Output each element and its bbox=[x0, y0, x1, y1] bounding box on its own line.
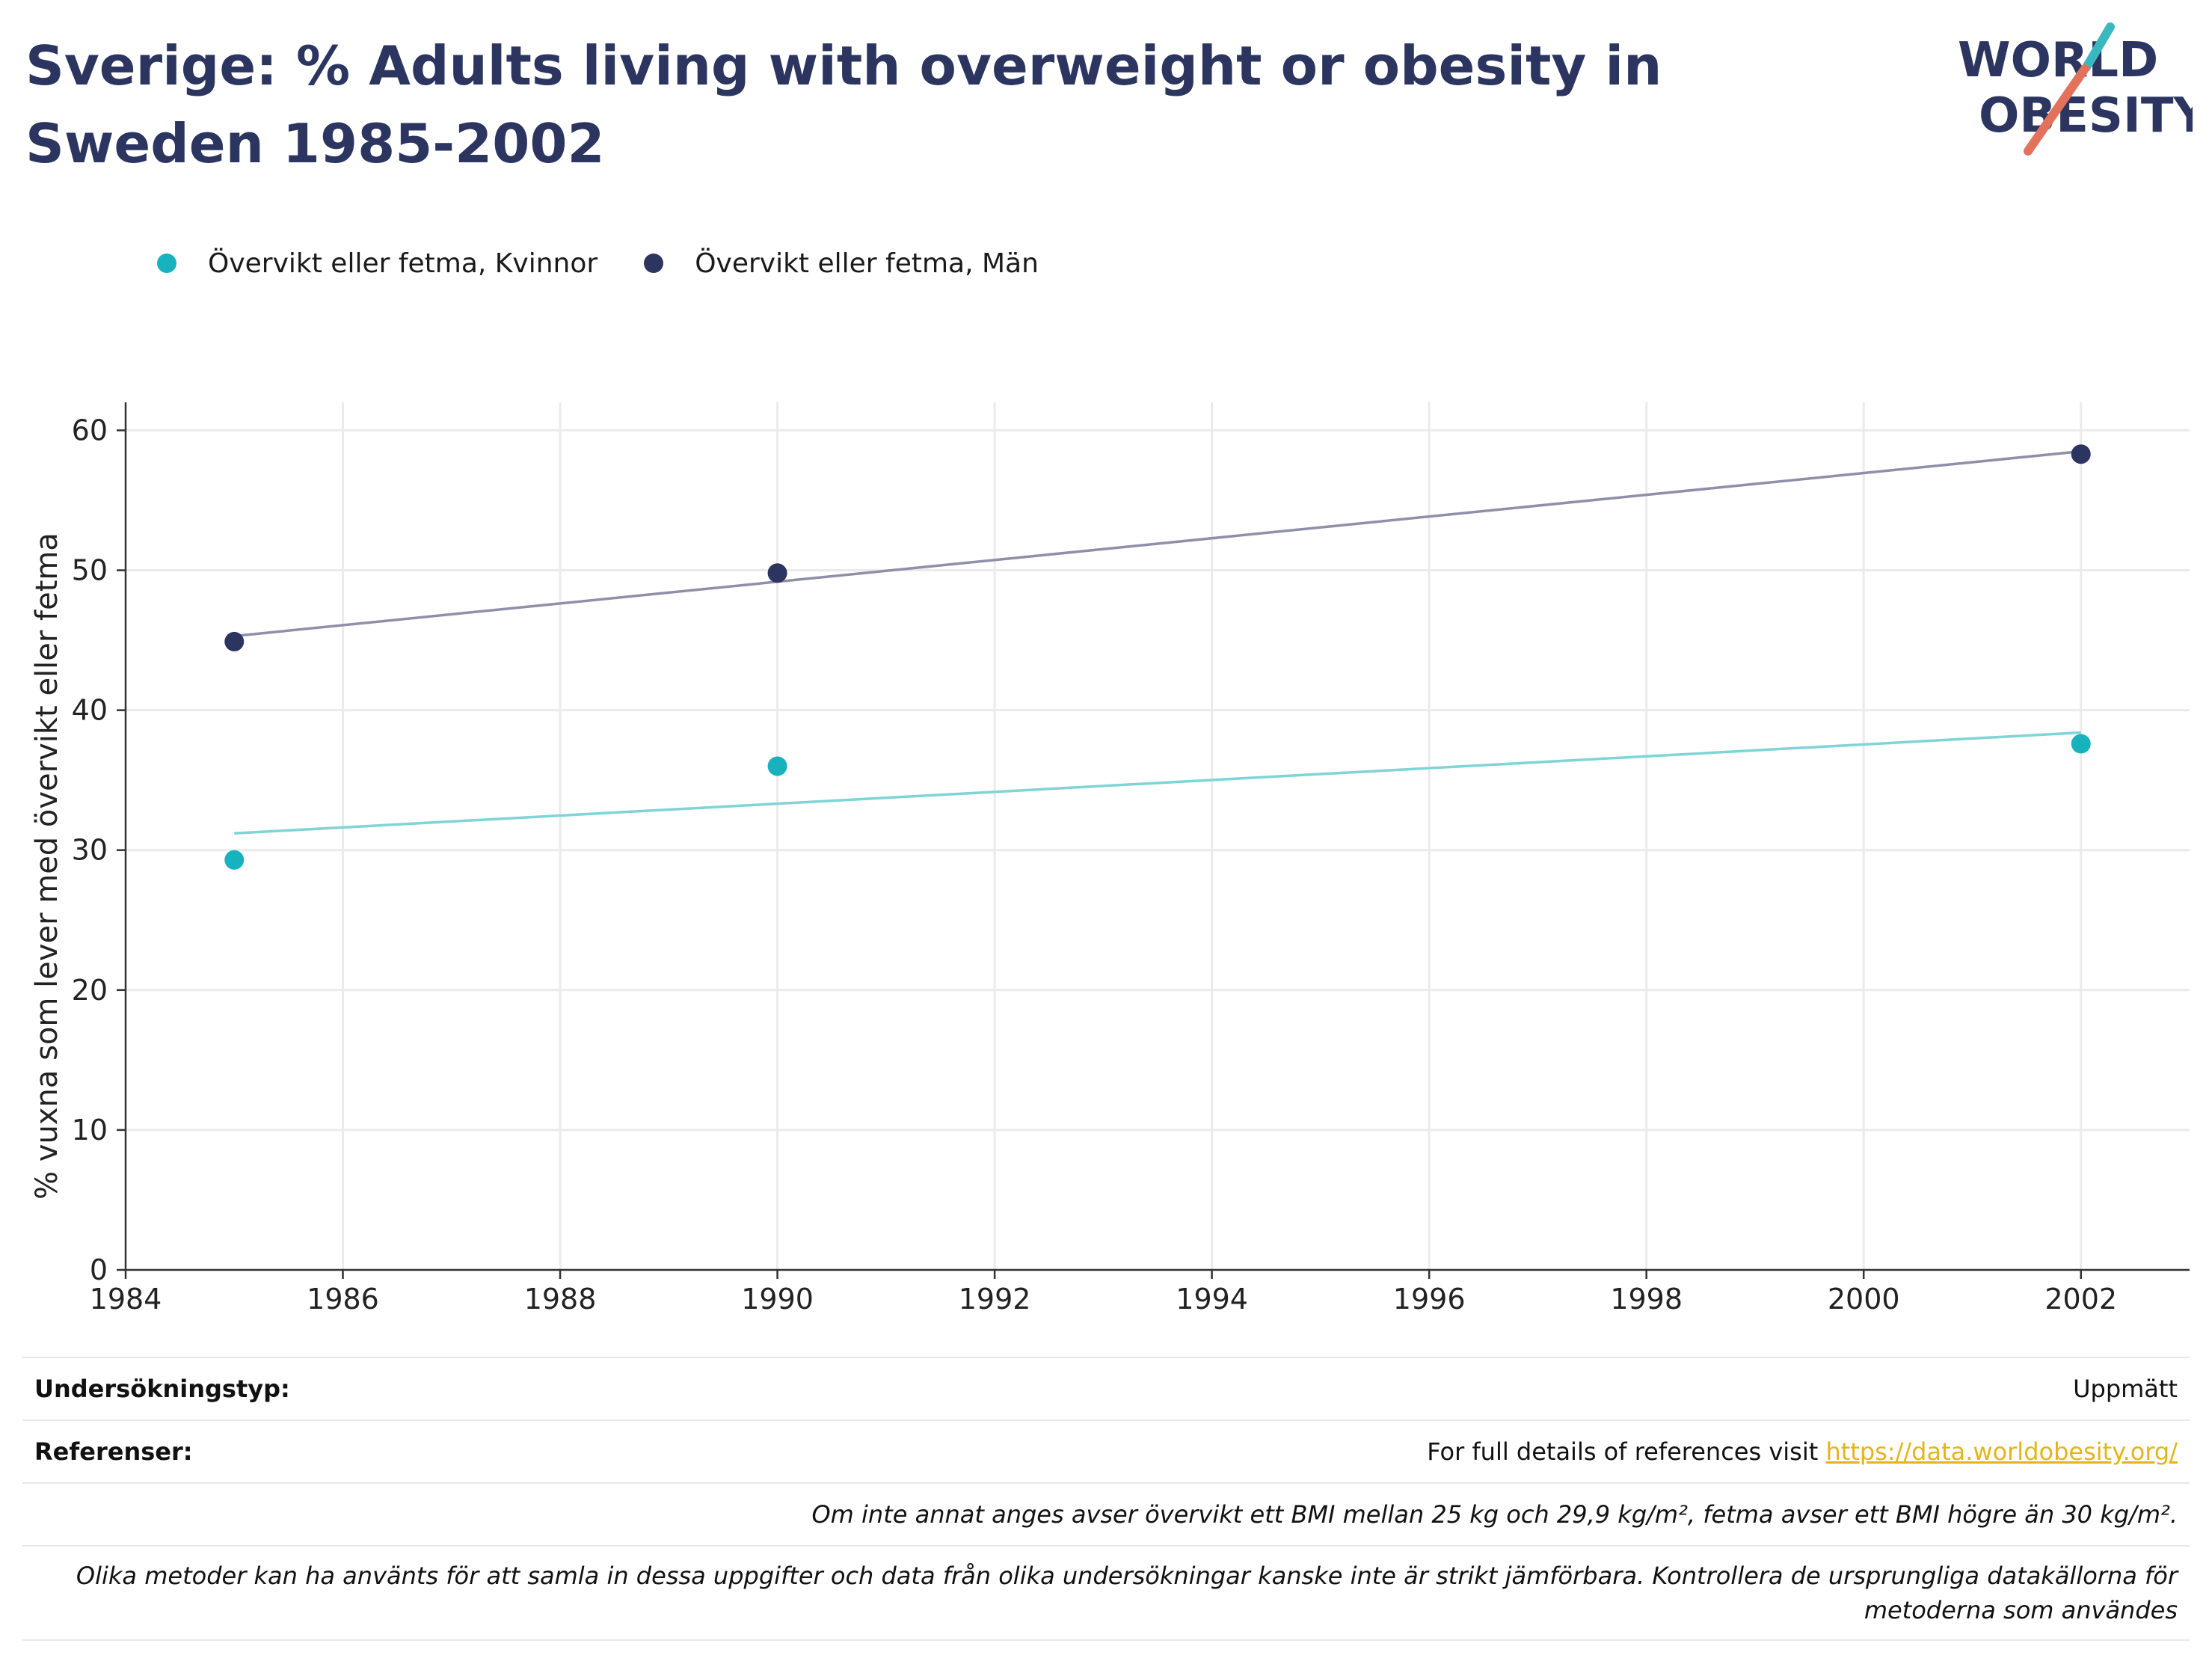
y-tick-label-40: 40 bbox=[72, 694, 108, 727]
y-tick-label-60: 60 bbox=[72, 414, 108, 446]
legend-item-men[interactable]: Övervikt eller fetma, Män bbox=[644, 248, 1039, 279]
references-label: Referenser: bbox=[34, 1437, 193, 1466]
x-tick-label-1992: 1992 bbox=[959, 1283, 1031, 1316]
survey-type-label: Undersökningstyp: bbox=[34, 1375, 290, 1403]
y-tick-label-10: 10 bbox=[72, 1114, 108, 1147]
x-tick-label-2000: 2000 bbox=[1828, 1283, 1900, 1316]
x-tick-label-1986: 1986 bbox=[307, 1283, 379, 1316]
logo-text-obesity: OBESITY bbox=[1979, 88, 2193, 144]
data-point-women-1985 bbox=[224, 850, 245, 870]
data-point-men-1985 bbox=[224, 631, 245, 651]
references-link[interactable]: https://data.worldobesity.org/ bbox=[1825, 1437, 2178, 1466]
x-tick-label-1990: 1990 bbox=[741, 1283, 814, 1316]
data-point-women-1990 bbox=[767, 756, 787, 776]
references-value: For full details of references visit htt… bbox=[1427, 1437, 2178, 1466]
footer-row-bmi-note: Om inte annat anges avser övervikt ett B… bbox=[22, 1482, 2190, 1545]
x-tick-label-1996: 1996 bbox=[1393, 1283, 1466, 1316]
survey-type-value: Uppmätt bbox=[2073, 1375, 2178, 1403]
chart-title: Sverige: % Adults living with overweight… bbox=[25, 34, 1662, 175]
footer-row-methods-note: Olika metoder kan ha använts för att sam… bbox=[22, 1545, 2190, 1641]
data-point-women-2002 bbox=[2071, 734, 2091, 754]
trend-line-women bbox=[234, 731, 2081, 835]
bmi-definition-note: Om inte annat anges avser övervikt ett B… bbox=[811, 1500, 2178, 1529]
y-tick-label-20: 20 bbox=[72, 974, 108, 1007]
legend-item-women[interactable]: Övervikt eller fetma, Kvinnor bbox=[157, 248, 597, 279]
trend-line-men bbox=[234, 449, 2081, 638]
x-tick-label-1998: 1998 bbox=[1610, 1283, 1683, 1316]
world-obesity-logo: WORLD OBESITY bbox=[1958, 22, 2193, 156]
footer-row-references: Referenser: For full details of referenc… bbox=[22, 1419, 2190, 1482]
x-tick-label-2002: 2002 bbox=[2044, 1283, 2117, 1316]
x-tick-label-1994: 1994 bbox=[1176, 1283, 1248, 1316]
logo-slash-teal bbox=[2082, 22, 2115, 72]
x-tick-label-1988: 1988 bbox=[524, 1283, 597, 1316]
logo-text-world: WORLD bbox=[1958, 33, 2158, 88]
legend-marker-men bbox=[644, 254, 664, 273]
legend-label-women: Övervikt eller fetma, Kvinnor bbox=[208, 248, 598, 279]
y-axis-title: % vuxna som lever med övervikt eller fet… bbox=[30, 532, 64, 1200]
references-text: For full details of references visit bbox=[1427, 1437, 1826, 1466]
data-point-men-1990 bbox=[767, 563, 787, 583]
x-tick-label-1984: 1984 bbox=[90, 1283, 162, 1316]
legend-label-men: Övervikt eller fetma, Män bbox=[695, 248, 1039, 279]
logo-slash-coral bbox=[2024, 64, 2089, 156]
legend-marker-women bbox=[157, 254, 176, 273]
data-point-men-2002 bbox=[2071, 444, 2091, 464]
y-tick-label-0: 0 bbox=[90, 1253, 108, 1286]
chart-footer: Undersökningstyp: Uppmätt Referenser: Fo… bbox=[22, 1357, 2190, 1641]
y-tick-label-50: 50 bbox=[72, 554, 108, 587]
footer-row-survey: Undersökningstyp: Uppmätt bbox=[22, 1357, 2190, 1419]
y-tick-label-30: 30 bbox=[72, 834, 108, 867]
chart-legend: Övervikt eller fetma, Kvinnor Övervikt e… bbox=[157, 241, 1085, 286]
methods-note: Olika metoder kan ha använts för att sam… bbox=[76, 1562, 2178, 1624]
scatter-chart: 1984 1986 1988 1990 1992 1994 1996 1998 2000 2002… bbox=[30, 402, 2190, 1316]
